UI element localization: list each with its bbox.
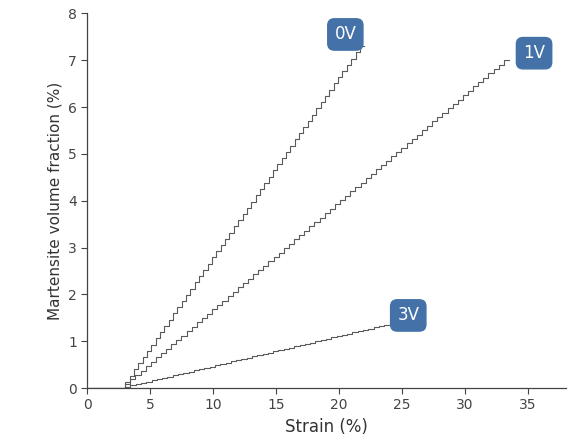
X-axis label: Strain (%): Strain (%) [285,418,368,436]
Text: 3V: 3V [397,306,419,324]
Text: 1V: 1V [523,44,545,62]
Text: 0V: 0V [335,25,356,43]
Y-axis label: Martensite volume fraction (%): Martensite volume fraction (%) [48,82,62,320]
